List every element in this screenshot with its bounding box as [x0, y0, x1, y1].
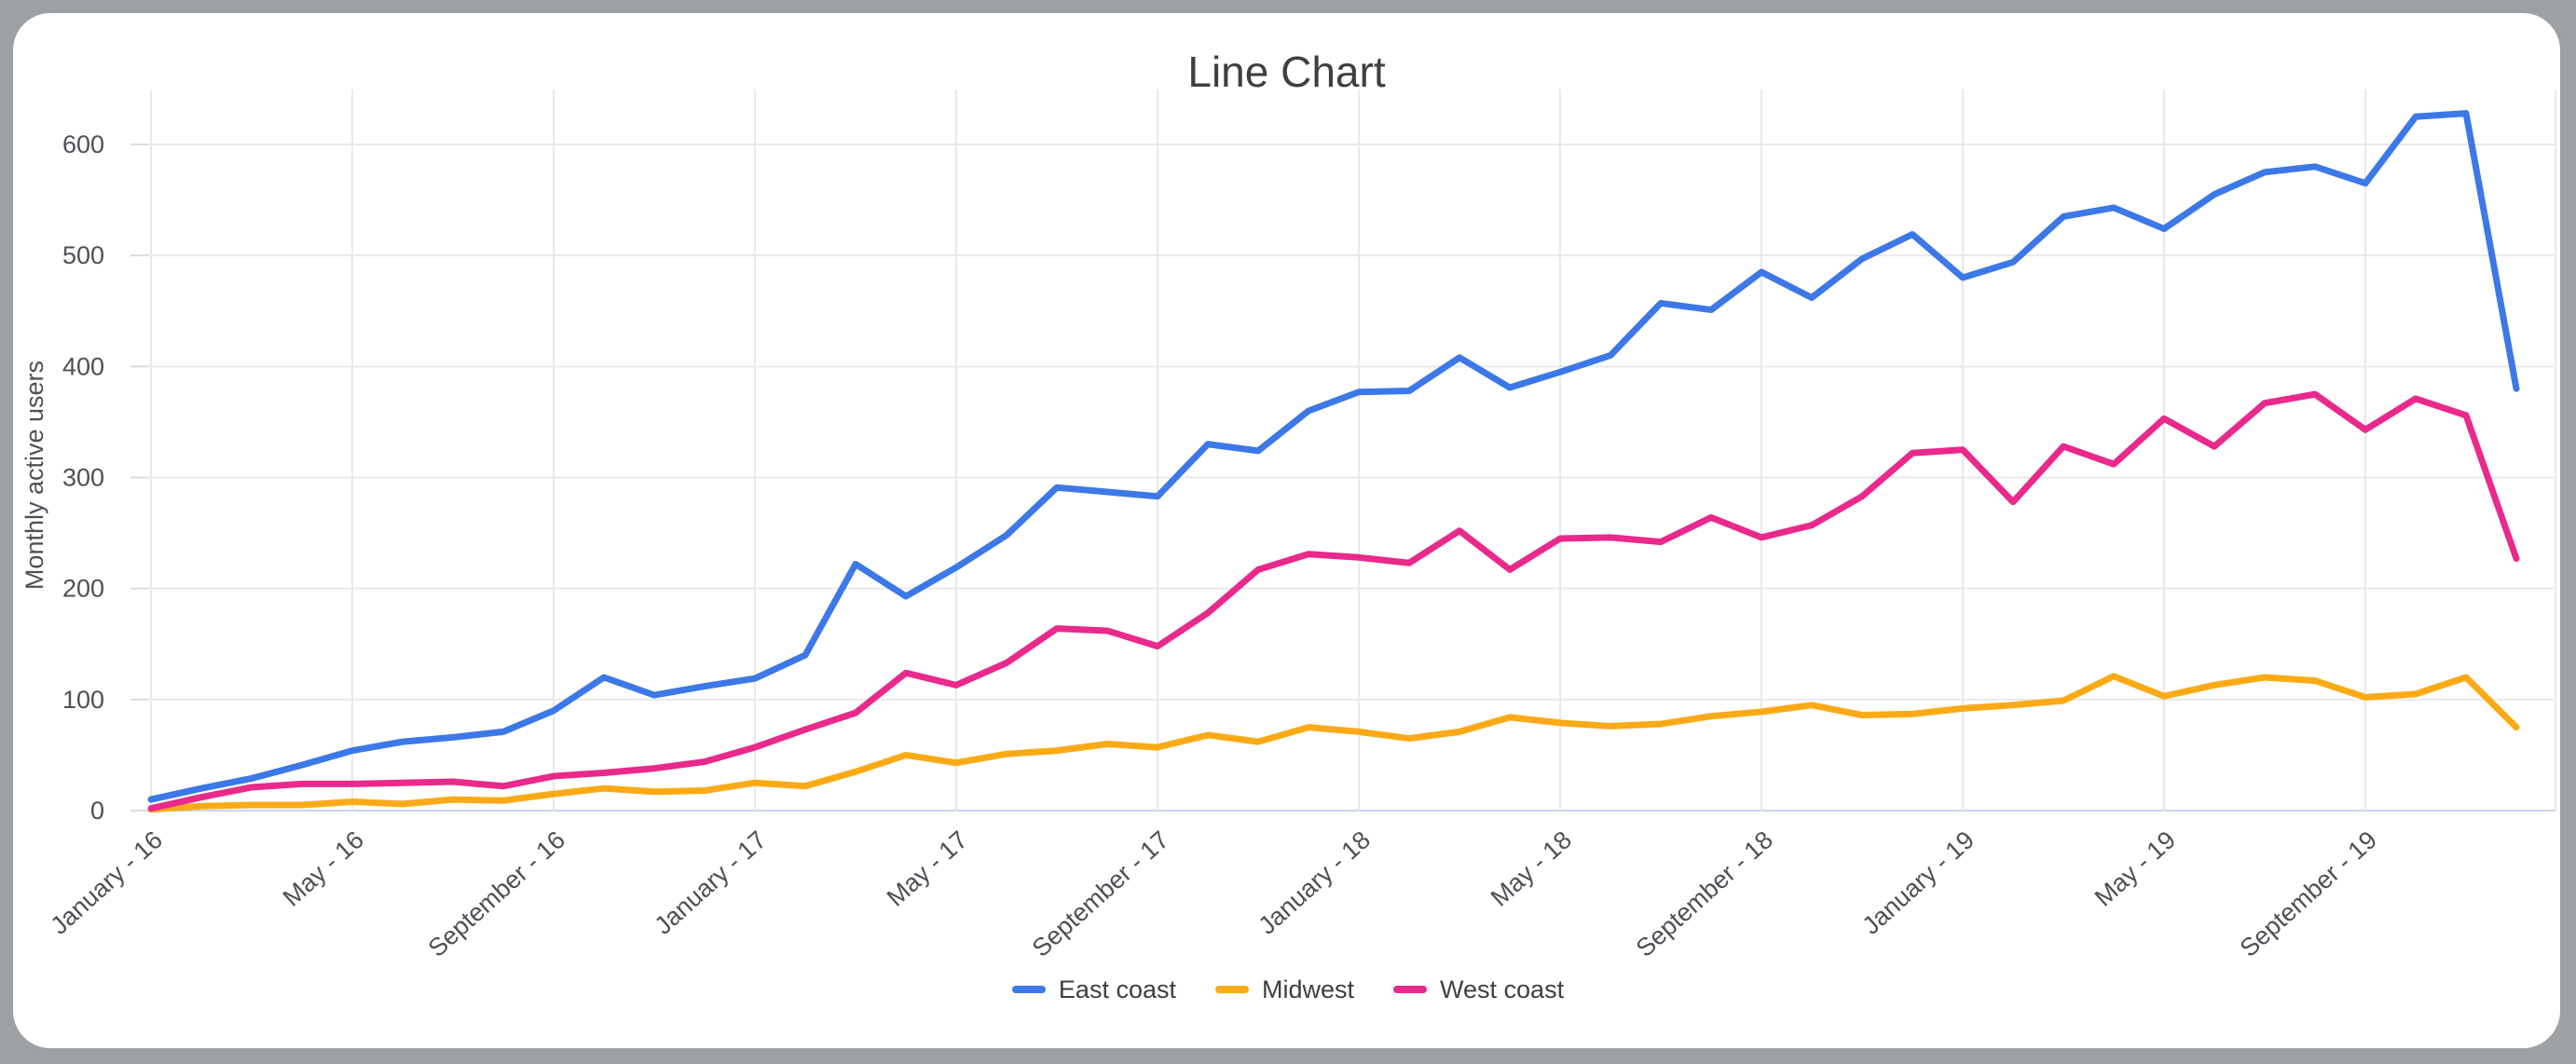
- x-tick-label: January - 19: [1857, 825, 1980, 940]
- x-tick-label: January - 18: [1253, 825, 1376, 940]
- chart-title: Line Chart: [1187, 48, 1386, 96]
- midwest-line[interactable]: [147, 673, 2520, 813]
- legend-label: East coast: [1058, 975, 1176, 1003]
- x-tick-label: May - 17: [882, 825, 973, 912]
- x-tick-label: May - 19: [2090, 825, 2181, 912]
- x-tick-label: May - 16: [278, 825, 369, 912]
- legend-label: Midwest: [1261, 975, 1355, 1003]
- y-tick-label: 0: [90, 797, 104, 825]
- legend-label: West coast: [1440, 975, 1565, 1003]
- x-tick-label: September - 19: [2235, 825, 2382, 962]
- x-tick-label: May - 18: [1486, 825, 1577, 912]
- chart-legend: East coast Midwest West coast: [0, 965, 2576, 1014]
- west-coast-line[interactable]: [147, 390, 2520, 812]
- y-tick-label: 200: [62, 575, 104, 603]
- y-tick-label: 500: [62, 241, 104, 269]
- y-tick-label: 400: [62, 352, 104, 380]
- legend-item-midwest: Midwest: [1214, 975, 1355, 1004]
- legend-item-east-coast: East coast: [1011, 975, 1176, 1004]
- x-tick-label: September - 18: [1631, 825, 1778, 962]
- y-tick-label: 600: [62, 130, 104, 158]
- x-tick-label: September - 16: [423, 825, 570, 962]
- y-tick-label: 100: [62, 686, 104, 714]
- midwest-line-swatch-icon: [1214, 986, 1249, 993]
- x-tick-label: January - 17: [649, 825, 772, 940]
- east-coast-line-swatch-icon: [1011, 986, 1046, 993]
- x-tick-label: September - 17: [1027, 825, 1174, 962]
- east-coast-line[interactable]: [147, 110, 2520, 803]
- legend-item-west-coast: West coast: [1393, 975, 1564, 1004]
- chart-card: Line Chart Monthly active users: [13, 13, 2560, 1048]
- x-tick-label: January - 16: [45, 825, 168, 940]
- y-tick-label: 300: [62, 464, 104, 492]
- west-coast-line-swatch-icon: [1393, 986, 1428, 993]
